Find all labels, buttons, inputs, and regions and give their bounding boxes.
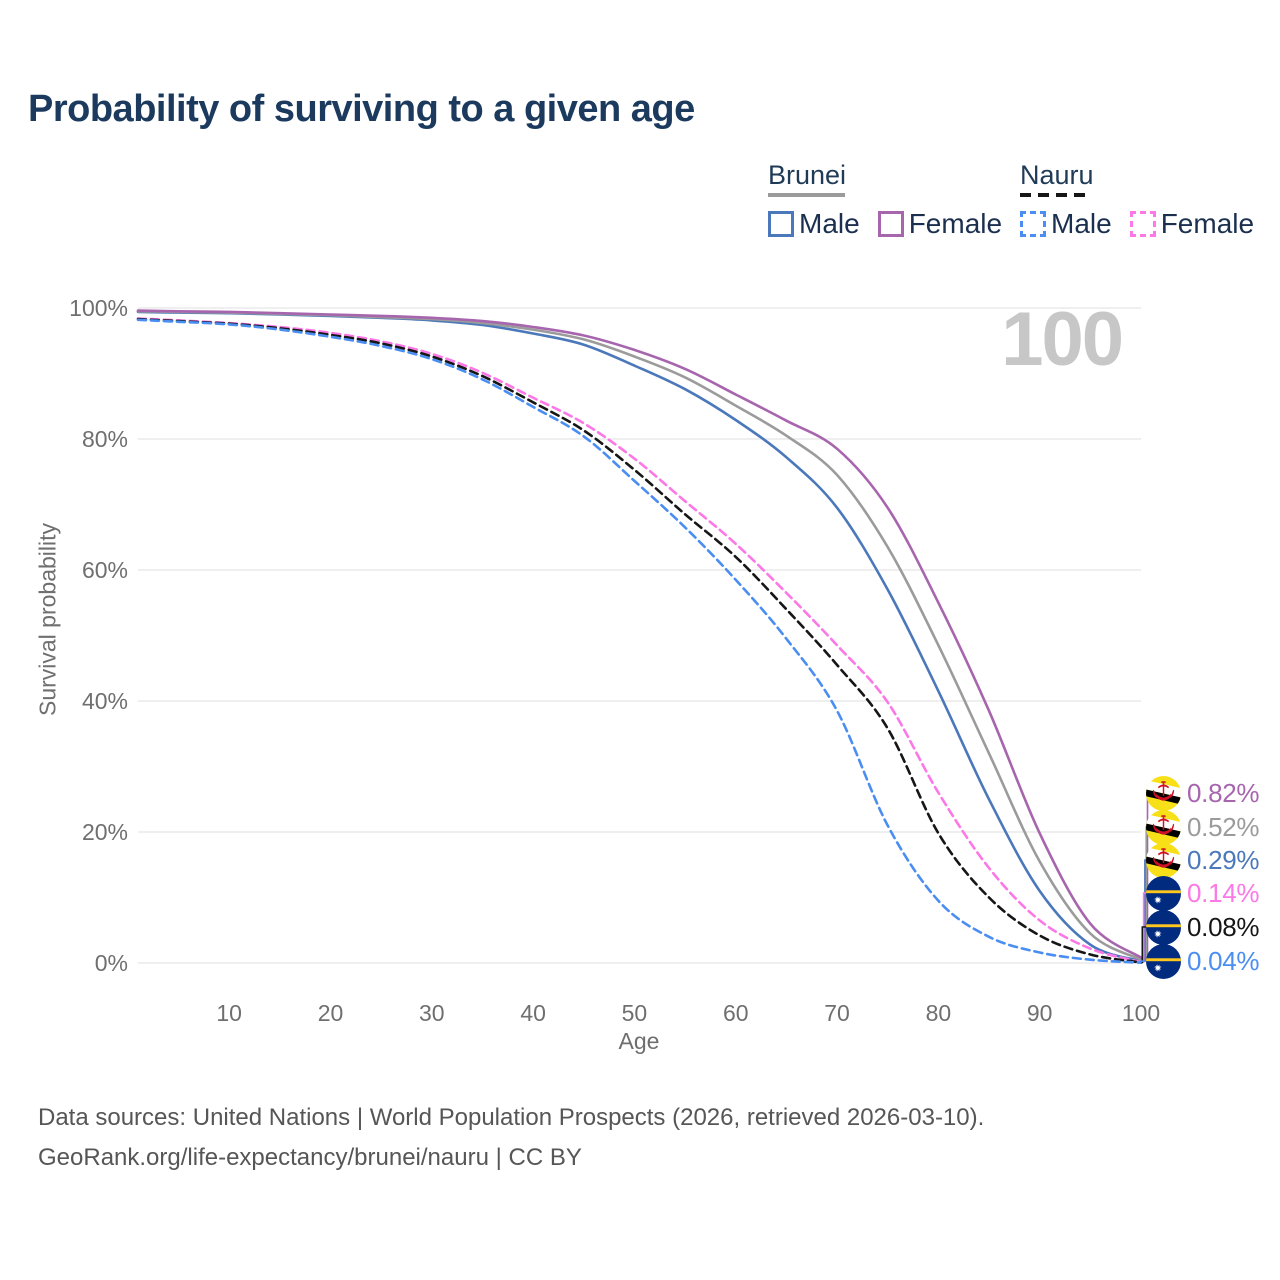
- hovered-age-watermark: 100: [1001, 297, 1124, 382]
- y-tick-60: 60%: [81, 557, 128, 583]
- end-label-value: 0.82%: [1187, 777, 1260, 808]
- end-label-value: 0.04%: [1187, 945, 1260, 976]
- legend-swatch-dashed: [1020, 211, 1046, 237]
- end-label-nauru-male[interactable]: 0.04%: [1146, 943, 1260, 979]
- brunei-flag-icon: [1146, 843, 1181, 878]
- legend-item-label: Female: [908, 208, 1003, 239]
- y-tick-20: 20%: [81, 819, 128, 845]
- legend-underline-solid: [768, 193, 845, 197]
- legend-item-nauru-male[interactable]: Male: [1020, 208, 1112, 240]
- legend-heading-nauru: Nauru: [1020, 160, 1094, 190]
- brunei-flag-icon: [1146, 810, 1181, 845]
- curve-brunei-combined[interactable]: [136, 310, 1143, 961]
- y-tick-40: 40%: [81, 688, 128, 714]
- x-tick-20: 20: [317, 1000, 344, 1026]
- x-axis-title: Age: [618, 1028, 660, 1054]
- legend-underline-dashed: [1020, 193, 1092, 197]
- legend-group-brunei: Brunei Male Female: [768, 160, 1002, 240]
- survival-curves: [136, 309, 1143, 964]
- legend-item-brunei-female[interactable]: Female: [877, 208, 1003, 240]
- x-tick-90: 90: [1026, 1000, 1053, 1026]
- end-label-brunei-female[interactable]: 0.82%: [1146, 775, 1260, 811]
- page-title: Probability of surviving to a given age: [28, 88, 695, 130]
- y-tick-100: 100%: [69, 295, 128, 321]
- end-label-brunei-combined[interactable]: 0.52%: [1146, 809, 1260, 845]
- end-label-value: 0.52%: [1187, 811, 1260, 842]
- end-label-value: 0.08%: [1187, 911, 1260, 942]
- curve-nauru-combined[interactable]: [136, 317, 1143, 964]
- end-label-value: 0.29%: [1187, 844, 1260, 875]
- end-label-nauru-combined[interactable]: 0.08%: [1146, 909, 1260, 945]
- legend-item-label: Female: [1160, 208, 1255, 239]
- x-tick-50: 50: [621, 1000, 648, 1026]
- x-tick-40: 40: [520, 1000, 546, 1026]
- legend-item-label: Male: [1051, 208, 1112, 239]
- x-tick-100: 100: [1121, 1000, 1161, 1026]
- legend-item-nauru-female[interactable]: Female: [1129, 208, 1255, 240]
- curve-nauru-male[interactable]: [136, 318, 1143, 964]
- legend-heading-brunei: Brunei: [768, 160, 847, 190]
- x-tick-30: 30: [419, 1000, 445, 1026]
- legend-item-label: Male: [799, 208, 860, 239]
- gridlines: [138, 307, 1141, 964]
- curve-nauru-female[interactable]: [136, 317, 1143, 964]
- nauru-flag-icon: [1146, 876, 1181, 911]
- footer-link: GeoRank.org/life-expectancy/brunei/nauru…: [38, 1144, 582, 1171]
- legend-swatch-solid: [877, 211, 904, 237]
- end-label-brunei-male[interactable]: 0.29%: [1146, 842, 1260, 878]
- y-tick-80: 80%: [81, 426, 128, 452]
- brunei-flag-icon: [1146, 776, 1181, 811]
- x-tick-60: 60: [722, 1000, 749, 1026]
- curve-brunei-male[interactable]: [136, 310, 1143, 963]
- end-label-value: 0.14%: [1187, 877, 1260, 908]
- curve-brunei-female[interactable]: [136, 309, 1143, 959]
- y-tick-0: 0%: [94, 950, 128, 976]
- legend-group-nauru: Nauru Male Female: [1020, 160, 1254, 240]
- x-tick-70: 70: [824, 1000, 850, 1026]
- end-label-nauru-female[interactable]: 0.14%: [1146, 875, 1260, 911]
- legend-swatch-dashed: [1129, 211, 1156, 237]
- x-tick-80: 80: [925, 1000, 952, 1026]
- nauru-flag-icon: [1146, 944, 1181, 979]
- legend-item-brunei-male[interactable]: Male: [768, 208, 860, 240]
- footer-sources: Data sources: United Nations | World Pop…: [38, 1104, 985, 1131]
- x-tick-10: 10: [216, 1000, 242, 1026]
- legend-swatch-solid: [768, 211, 794, 237]
- footer: Data sources: United Nations | World Pop…: [38, 1098, 984, 1178]
- nauru-flag-icon: [1146, 910, 1181, 945]
